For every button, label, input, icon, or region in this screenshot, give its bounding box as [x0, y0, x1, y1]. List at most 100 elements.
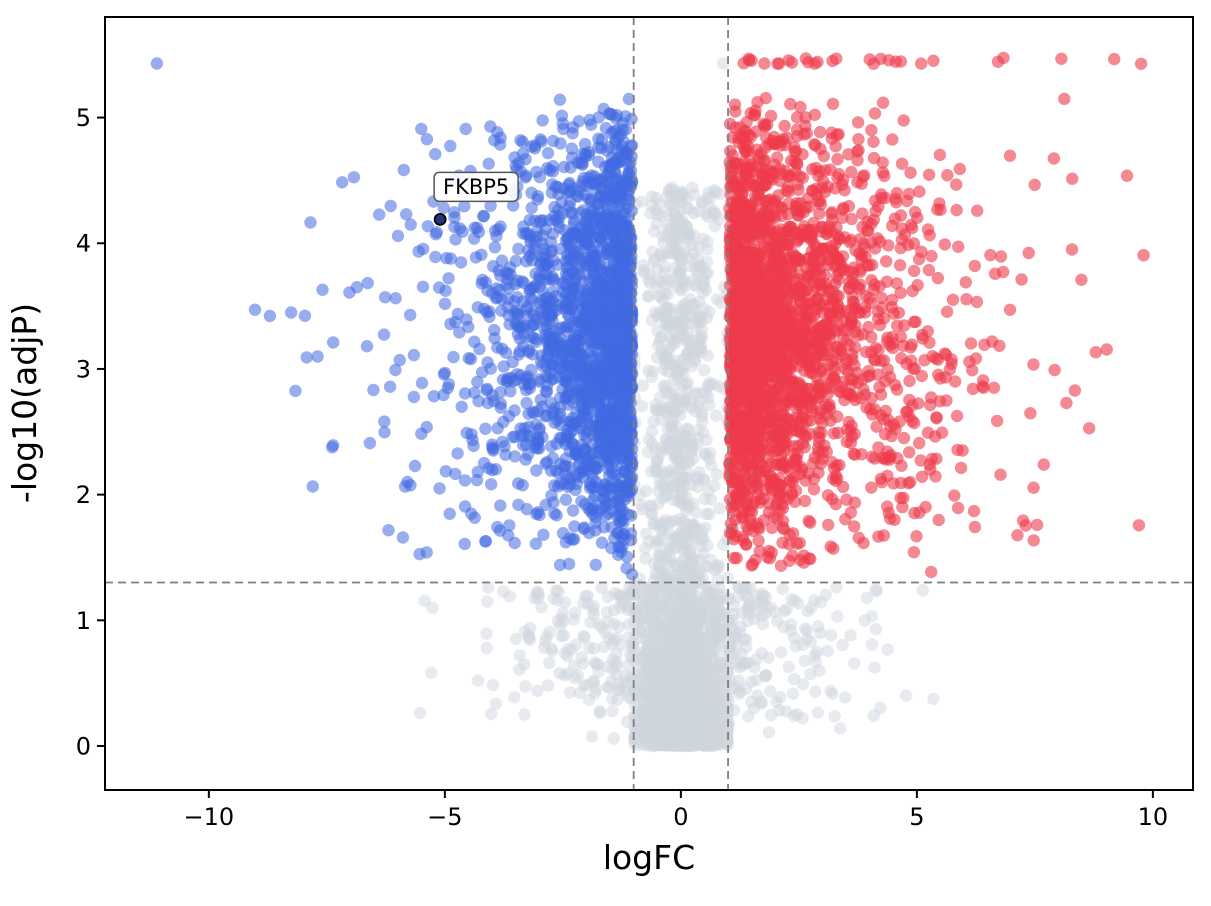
data-point	[481, 396, 495, 410]
data-point	[558, 596, 572, 609]
data-point	[828, 710, 841, 723]
data-point	[867, 709, 881, 722]
data-point	[693, 240, 706, 253]
data-point	[836, 638, 849, 652]
data-point	[541, 146, 555, 160]
data-point	[567, 613, 580, 626]
data-point	[536, 431, 549, 444]
data-point	[796, 712, 809, 725]
data-point	[327, 336, 340, 349]
data-point	[554, 137, 567, 150]
data-point	[621, 603, 635, 617]
data-point	[650, 455, 663, 469]
data-point	[546, 645, 559, 658]
data-point	[488, 241, 502, 254]
data-point	[646, 622, 659, 635]
data-point	[881, 643, 894, 656]
data-point	[480, 627, 493, 640]
data-point	[776, 582, 789, 596]
data-point	[518, 708, 531, 721]
data-point	[755, 587, 769, 600]
data-point	[412, 245, 425, 258]
data-point	[509, 632, 522, 646]
data-point	[643, 268, 656, 282]
data-point	[796, 638, 809, 651]
data-point	[586, 603, 600, 617]
data-point	[692, 685, 705, 698]
data-point	[590, 683, 603, 696]
data-point	[547, 372, 560, 385]
data-point	[540, 630, 553, 643]
data-point	[440, 251, 453, 265]
data-point	[679, 472, 692, 485]
data-point	[671, 615, 684, 628]
data-point	[658, 354, 671, 367]
data-point	[747, 612, 761, 626]
data-point	[798, 654, 811, 668]
data-point	[612, 677, 626, 691]
data-point	[676, 223, 690, 236]
data-point	[659, 277, 672, 291]
data-point	[848, 657, 861, 670]
data-point	[900, 689, 913, 702]
data-point	[555, 629, 568, 643]
data-point	[668, 640, 681, 654]
data-point	[685, 625, 698, 638]
data-point	[709, 713, 722, 726]
data-point	[702, 600, 716, 614]
data-point	[583, 113, 596, 127]
data-point	[378, 291, 392, 304]
data-point	[689, 725, 702, 738]
data-point	[666, 684, 680, 697]
data-point	[675, 448, 688, 462]
data-point	[595, 581, 608, 595]
data-point	[701, 612, 714, 625]
data-point	[710, 409, 723, 422]
data-point	[426, 601, 439, 614]
data-point	[737, 633, 751, 646]
data-point	[451, 447, 464, 460]
data-point	[593, 706, 607, 720]
data-point	[639, 552, 652, 565]
data-point	[710, 737, 723, 750]
data-point	[438, 366, 452, 380]
data-point	[383, 380, 397, 393]
data-point	[263, 309, 277, 323]
data-point	[480, 641, 493, 655]
data-point	[782, 660, 795, 674]
data-point	[415, 427, 428, 440]
data-point	[513, 663, 526, 676]
data-point	[668, 467, 681, 480]
data-point	[590, 658, 603, 671]
data-point	[707, 378, 720, 391]
data-point	[645, 507, 659, 521]
data-point	[811, 620, 825, 633]
data-point	[713, 656, 727, 670]
data-point	[564, 206, 577, 219]
data-point	[865, 610, 879, 623]
data-point	[642, 289, 655, 302]
data-point	[706, 698, 719, 712]
data-point	[755, 647, 769, 660]
data-point	[659, 490, 672, 503]
data-point	[479, 422, 492, 435]
data-point	[710, 632, 723, 646]
data-point	[430, 226, 443, 239]
data-point	[612, 620, 625, 633]
data-point	[640, 527, 653, 540]
data-point	[468, 511, 481, 524]
data-point	[497, 360, 510, 373]
data-point	[601, 680, 615, 694]
data-point	[336, 176, 349, 189]
data-point	[595, 502, 609, 515]
data-point	[464, 352, 478, 366]
data-point	[651, 308, 665, 321]
data-point	[489, 463, 503, 476]
data-point	[659, 713, 672, 726]
data-point	[804, 667, 817, 681]
data-point	[699, 267, 713, 280]
data-point	[519, 680, 532, 693]
data-point	[531, 684, 544, 697]
